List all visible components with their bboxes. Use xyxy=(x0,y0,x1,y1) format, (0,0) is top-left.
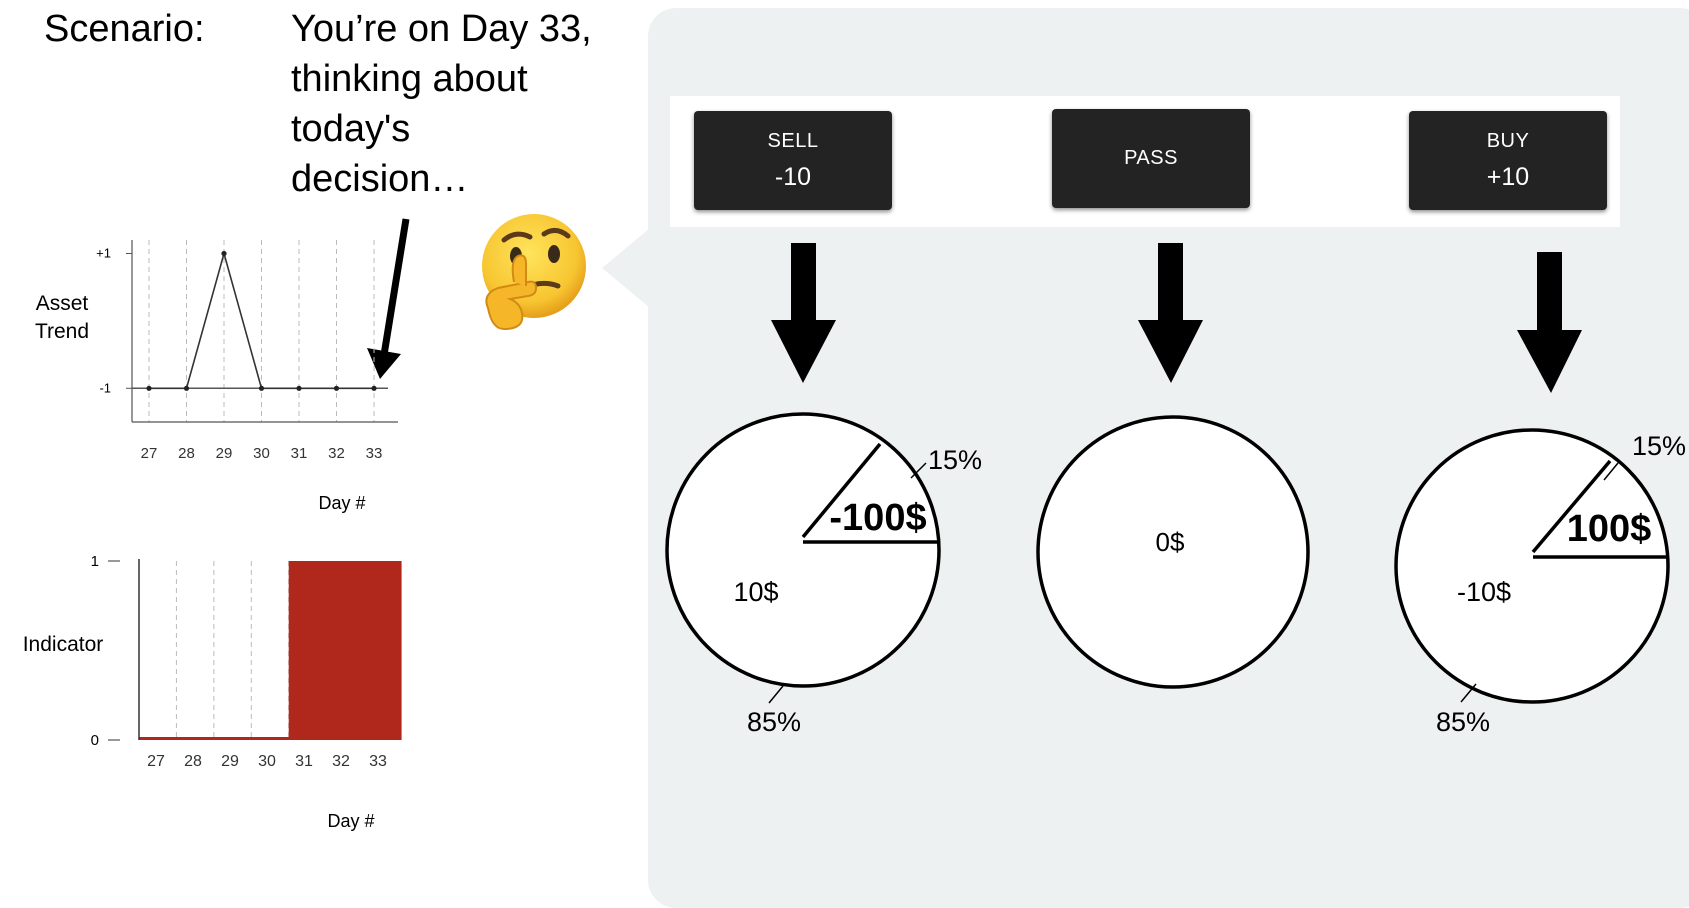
x-tick-label: 32 xyxy=(332,753,350,770)
action-bar: SELL -10 PASS BUY +10 xyxy=(670,96,1620,227)
x-tick-label: 27 xyxy=(141,445,158,462)
scenario-line: today's xyxy=(291,108,411,150)
data-point xyxy=(296,385,302,391)
x-axis-label: Day # xyxy=(318,493,365,513)
y-tick-label: 0 xyxy=(91,732,99,749)
scenario-line: You’re on Day 33, xyxy=(291,8,592,50)
pass-button[interactable]: PASS xyxy=(1052,109,1250,208)
speech-bubble-tail xyxy=(602,228,650,308)
x-tick-label: 28 xyxy=(184,753,202,770)
scenario-line: thinking about xyxy=(291,58,528,100)
y-axis-label-line: Asset xyxy=(36,292,89,315)
data-point xyxy=(371,385,377,391)
bar xyxy=(288,561,327,740)
sell-button-label: SELL xyxy=(767,129,819,152)
bar xyxy=(213,737,252,740)
x-tick-label: 33 xyxy=(366,445,383,462)
bar xyxy=(251,737,290,740)
x-tick-label: 29 xyxy=(221,753,239,770)
y-axis-label: Asset Trend xyxy=(35,292,89,343)
x-tick-label: 33 xyxy=(369,753,387,770)
buy-button[interactable]: BUY +10 xyxy=(1409,111,1607,210)
scenario-line: decision… xyxy=(291,158,469,200)
scenario-pointer-arrow xyxy=(367,218,410,379)
data-point xyxy=(258,385,265,391)
y-tick-label: +1 xyxy=(96,245,111,260)
data-point xyxy=(183,385,190,391)
bar xyxy=(363,561,402,740)
x-tick-label: 29 xyxy=(216,445,233,462)
y-axis-label-line: Trend xyxy=(35,320,89,343)
data-point xyxy=(221,250,227,257)
x-tick-label: 28 xyxy=(178,445,195,462)
bar xyxy=(326,561,365,740)
data-point xyxy=(333,385,340,391)
x-tick-label: 27 xyxy=(147,753,165,770)
x-tick-label: 30 xyxy=(258,753,276,770)
y-tick-label: -1 xyxy=(99,380,111,395)
pass-button-label: PASS xyxy=(1124,147,1178,169)
bar xyxy=(176,737,215,740)
x-tick-label: 30 xyxy=(253,445,270,462)
y-axis-label: Indicator xyxy=(23,633,104,656)
x-axis-label: Day # xyxy=(327,811,374,831)
buy-button-value: +10 xyxy=(1486,162,1530,191)
data-point xyxy=(146,385,152,391)
y-tick-label: 1 xyxy=(91,553,99,570)
scenario-label: Scenario: xyxy=(44,8,205,50)
x-tick-label: 31 xyxy=(291,445,308,462)
x-tick-label: 32 xyxy=(328,445,345,462)
sell-button[interactable]: SELL -10 xyxy=(694,111,892,210)
scenario-text: You’re on Day 33, thinking about today's… xyxy=(291,4,592,204)
bar xyxy=(139,737,178,740)
thinking-face-icon xyxy=(482,214,586,330)
trend-line-series xyxy=(149,250,374,390)
buy-button-label: BUY xyxy=(1486,129,1530,152)
sell-button-value: -10 xyxy=(774,162,812,191)
x-tick-label: 31 xyxy=(295,753,313,770)
